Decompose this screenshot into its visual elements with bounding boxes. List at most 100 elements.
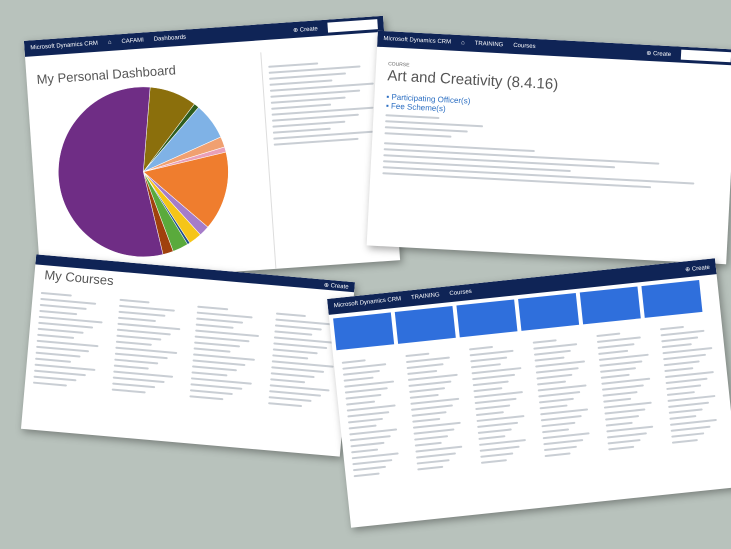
placeholder-line <box>597 343 635 349</box>
placeholder-line <box>345 393 382 400</box>
area-menu[interactable]: TRAINING <box>410 292 440 302</box>
placeholder-line <box>411 411 447 417</box>
nav-tile[interactable] <box>641 280 703 318</box>
placeholder-line <box>37 327 84 334</box>
placeholder-line <box>477 428 512 434</box>
placeholder-line <box>602 391 638 397</box>
pie-slice[interactable] <box>53 86 164 262</box>
placeholder-line <box>596 336 642 344</box>
placeholder-line <box>191 371 228 377</box>
grid-column <box>111 295 188 401</box>
placeholder-line <box>475 404 511 411</box>
home-icon[interactable]: ⌂ <box>107 39 112 46</box>
search-input[interactable] <box>680 49 731 63</box>
placeholder-line <box>600 373 630 379</box>
search-input[interactable] <box>327 19 378 33</box>
placeholder-line <box>608 445 635 451</box>
placeholder-line <box>274 324 322 331</box>
training-grid-screenshot: Microsoft Dynamics CRM TRAINING Courses … <box>327 258 731 528</box>
placeholder-line <box>472 373 516 381</box>
section-menu[interactable]: Courses <box>513 42 536 50</box>
placeholder-line <box>468 345 494 351</box>
placeholder-line <box>661 336 699 343</box>
placeholder-line <box>191 365 237 372</box>
placeholder-line <box>194 341 240 348</box>
pie-slice[interactable] <box>142 151 232 231</box>
create-button[interactable]: ⊕ Create <box>684 264 711 273</box>
area-menu[interactable]: TRAINING <box>474 40 504 49</box>
grid-column <box>596 325 663 454</box>
placeholder-line <box>666 391 695 397</box>
placeholder-line <box>268 390 321 397</box>
placeholder-line <box>668 401 710 408</box>
placeholder-line <box>414 435 449 441</box>
placeholder-line <box>117 310 166 317</box>
placeholder-line <box>659 325 685 331</box>
placeholder-line <box>406 363 444 370</box>
placeholder-line <box>275 312 307 318</box>
placeholder-line <box>35 357 71 363</box>
placeholder-line <box>479 445 520 452</box>
placeholder-line <box>190 383 243 390</box>
placeholder-line <box>409 393 439 399</box>
placeholder-line <box>272 127 332 134</box>
create-label: Create <box>299 25 318 34</box>
placeholder-line <box>348 424 377 430</box>
placeholder-line <box>343 376 374 382</box>
placeholder-line <box>666 384 702 391</box>
section-menu[interactable]: Dashboards <box>153 34 187 43</box>
placeholder-line <box>350 441 385 448</box>
fee-table <box>382 142 719 192</box>
placeholder-line <box>269 378 306 384</box>
placeholder-line <box>342 369 381 376</box>
placeholder-line <box>543 439 584 446</box>
placeholder-line <box>470 356 508 363</box>
create-button[interactable]: ⊕ Create <box>292 25 318 34</box>
placeholder-line <box>534 356 565 362</box>
app-name[interactable]: Microsoft Dynamics CRM <box>383 36 452 46</box>
placeholder-line <box>416 452 456 459</box>
placeholder-line <box>269 79 333 86</box>
nav-tile[interactable] <box>579 286 641 325</box>
placeholder-line <box>410 404 454 411</box>
section-menu[interactable]: Courses <box>449 288 473 298</box>
nav-tile[interactable] <box>394 305 456 344</box>
home-icon[interactable]: ⌂ <box>460 40 465 47</box>
placeholder-line <box>473 387 503 393</box>
placeholder-line <box>533 349 572 356</box>
placeholder-line <box>475 411 505 417</box>
placeholder-line <box>596 332 621 338</box>
placeholder-line <box>538 391 581 398</box>
fee-fields <box>384 114 505 140</box>
placeholder-line <box>195 323 235 329</box>
placeholder-line <box>36 345 90 353</box>
placeholder-line <box>603 397 632 403</box>
area-menu[interactable]: CAFAMI <box>121 37 145 46</box>
placeholder-line <box>273 137 359 146</box>
create-label: Create <box>691 264 711 273</box>
placeholder-line <box>37 333 75 340</box>
create-button[interactable]: ⊕ Create <box>646 50 672 58</box>
grid-column <box>32 288 110 394</box>
placeholder-line <box>480 459 507 464</box>
placeholder-line <box>193 347 231 353</box>
placeholder-line <box>663 353 707 361</box>
placeholder-line <box>39 309 78 316</box>
placeholder-line <box>192 359 246 367</box>
link-label: Fee Scheme(s) <box>390 101 446 114</box>
placeholder-line <box>660 329 705 337</box>
placeholder-line <box>663 360 700 367</box>
placeholder-line <box>342 363 387 370</box>
placeholder-line <box>661 343 693 349</box>
placeholder-line <box>34 369 87 377</box>
placeholder-line <box>417 465 444 471</box>
nav-tile[interactable] <box>333 312 395 351</box>
nav-tile[interactable] <box>518 292 580 331</box>
nav-tile[interactable] <box>456 299 518 338</box>
placeholder-line <box>540 415 582 422</box>
placeholder-line <box>671 439 698 444</box>
placeholder-line <box>413 428 455 435</box>
create-button[interactable]: ⊕ Create <box>323 282 349 291</box>
placeholder-line <box>271 103 332 110</box>
app-name[interactable]: Microsoft Dynamics CRM <box>30 40 99 52</box>
